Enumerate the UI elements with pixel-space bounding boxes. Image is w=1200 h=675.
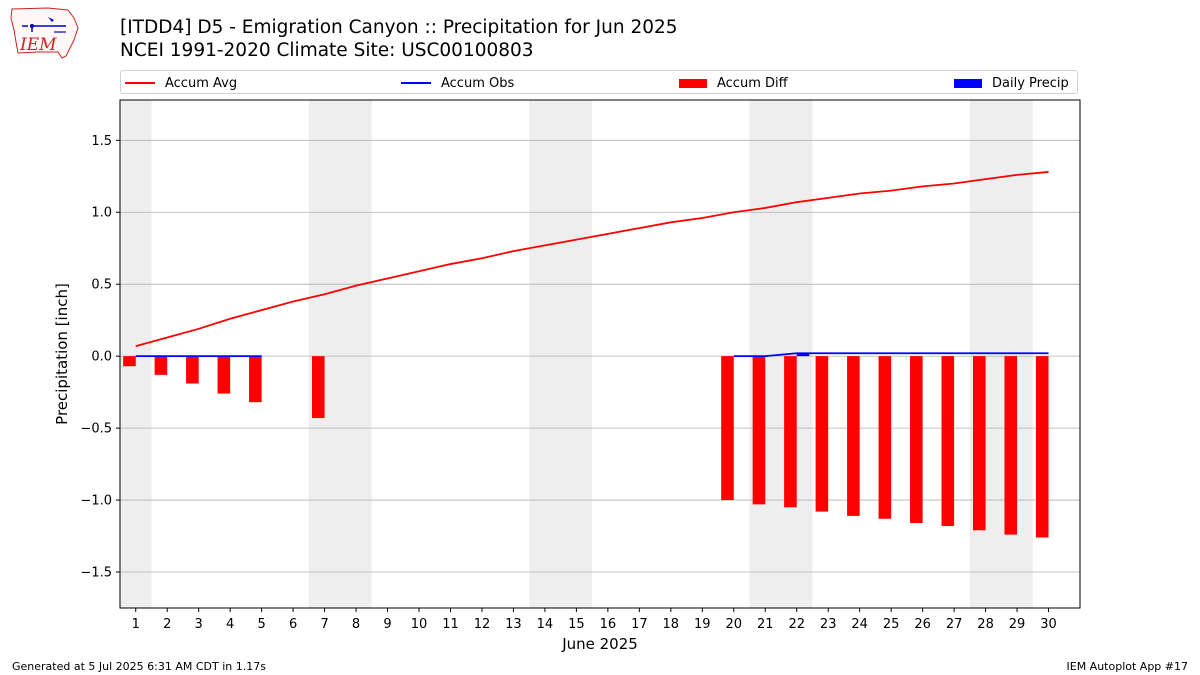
x-tick-label: 1	[132, 617, 140, 632]
iem-logo: IEM	[10, 7, 79, 59]
legend-item-daily-precip: Daily Precip	[954, 71, 1069, 95]
x-tick-label: 7	[320, 617, 328, 632]
accum-diff-bar-day-22	[784, 356, 797, 508]
weekend-shade	[120, 100, 152, 608]
legend-item-accum-avg: Accum Avg	[125, 71, 237, 95]
x-tick-label: 13	[505, 617, 522, 632]
accum-obs-line-segment-2	[733, 352, 1049, 358]
svg-text:IEM: IEM	[19, 35, 57, 55]
x-tick-label: 4	[226, 617, 234, 632]
chart-legend: Accum Avg Accum Obs Accum Diff Daily Pre…	[120, 70, 1078, 94]
legend-swatch-accum-obs	[401, 82, 431, 84]
legend-label: Daily Precip	[992, 75, 1069, 91]
legend-item-accum-diff: Accum Diff	[679, 71, 788, 95]
accum-diff-bar-day-7	[312, 356, 325, 419]
accum-diff-bar-day-1	[123, 356, 136, 367]
legend-swatch-daily-precip	[954, 78, 982, 88]
chart-subtitle: NCEI 1991-2020 Climate Site: USC00100803	[120, 40, 534, 61]
x-tick-label: 17	[631, 617, 648, 632]
accum-diff-bar-day-25	[878, 356, 892, 519]
x-tick-label: 3	[195, 617, 203, 632]
weekend-shade	[308, 100, 372, 608]
plot-frame	[119, 99, 1081, 609]
x-tick-label: 20	[725, 617, 742, 632]
accum-diff-bar-day-29	[1004, 356, 1018, 535]
accum-diff-bar-day-20	[721, 356, 734, 501]
weekend-shade	[529, 100, 593, 608]
x-tick-label: 10	[411, 617, 428, 632]
legend-swatch-accum-diff	[679, 78, 707, 88]
x-tick-label: 28	[977, 617, 994, 632]
y-axis-label: Precipitation [inch]	[53, 283, 71, 425]
accum-diff-bar-day-3	[186, 356, 199, 384]
x-tick-label: 29	[1009, 617, 1026, 632]
accum-diff-bar-day-26	[910, 356, 923, 524]
legend-label: Accum Diff	[717, 75, 788, 91]
legend-label: Accum Avg	[165, 75, 238, 91]
x-tick-label: 8	[352, 617, 360, 632]
legend-item-accum-obs: Accum Obs	[401, 71, 514, 95]
y-tick-label: 0.5	[91, 278, 112, 293]
accum-diff-bar-day-4	[217, 356, 231, 394]
x-tick-label: 12	[474, 617, 491, 632]
accum-diff-bar-day-30	[1035, 356, 1049, 538]
x-tick-label: 21	[757, 617, 774, 632]
x-tick-label: 14	[537, 617, 554, 632]
x-tick-label: 2	[163, 617, 171, 632]
x-tick-label: 25	[883, 617, 900, 632]
x-tick-label: 16	[600, 617, 617, 632]
app-footer: IEM Autoplot App #17	[1066, 660, 1189, 673]
accum-diff-bar-day-27	[941, 356, 955, 526]
daily-precip-bar-day-22	[796, 353, 810, 357]
x-tick-label: 22	[788, 617, 805, 632]
x-axis-label: June 2025	[561, 635, 638, 653]
x-tick-label: 27	[946, 617, 963, 632]
x-tick-label: 23	[820, 617, 837, 632]
x-tick-label: 9	[383, 617, 391, 632]
accum-diff-bar-day-23	[815, 356, 829, 512]
x-tick-label: 30	[1040, 617, 1057, 632]
x-tick-label: 26	[914, 617, 931, 632]
y-tick-label: −1.0	[80, 494, 112, 509]
y-tick-label: 1.0	[91, 206, 112, 221]
accum-diff-bar-day-21	[752, 356, 766, 505]
x-tick-label: 11	[442, 617, 459, 632]
accum-diff-bar-day-5	[249, 356, 262, 403]
legend-label: Accum Obs	[441, 75, 515, 91]
legend-swatch-accum-avg	[125, 82, 155, 84]
y-tick-label: −0.5	[80, 422, 112, 437]
x-tick-label: 6	[289, 617, 297, 632]
chart-title: [ITDD4] D5 - Emigration Canyon :: Precip…	[120, 17, 678, 38]
accum-diff-bar-day-2	[154, 356, 168, 375]
x-tick-label: 5	[257, 617, 265, 632]
x-tick-label: 15	[568, 617, 585, 632]
y-tick-label: 0.0	[91, 350, 112, 365]
accum-avg-line	[135, 171, 1049, 347]
x-tick-label: 24	[851, 617, 868, 632]
x-tick-label: 18	[663, 617, 680, 632]
accum-diff-bar-day-24	[847, 356, 860, 516]
accum-diff-bar-day-28	[972, 356, 986, 531]
generated-footer: Generated at 5 Jul 2025 6:31 AM CDT in 1…	[12, 660, 266, 673]
y-tick-label: 1.5	[91, 134, 112, 149]
x-tick-label: 19	[694, 617, 711, 632]
y-tick-label: −1.5	[80, 566, 112, 581]
